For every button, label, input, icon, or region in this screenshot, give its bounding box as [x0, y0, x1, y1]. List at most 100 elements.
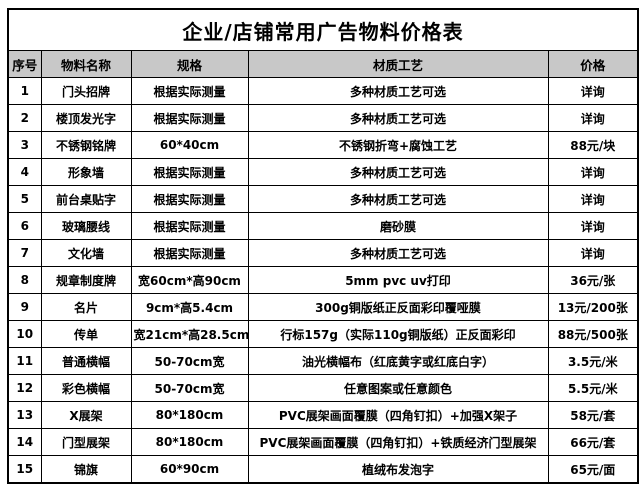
header-spec: 规格 [130, 50, 249, 78]
cell-process: 多种材质工艺可选 [247, 158, 549, 186]
cell-seq: 8 [7, 266, 42, 294]
table-row: 10 传单 宽21cm*高28.5cm 行标157g（实际110g铜版纸）正反面… [7, 320, 639, 348]
cell-process: 磨砂膜 [247, 212, 549, 240]
cell-seq: 3 [7, 131, 42, 159]
cell-process: 多种材质工艺可选 [247, 185, 549, 213]
cell-seq: 2 [7, 104, 42, 132]
cell-seq: 5 [7, 185, 42, 213]
table-row: 5 前台桌贴字 根据实际测量 多种材质工艺可选 详询 [7, 185, 639, 213]
cell-seq: 7 [7, 239, 42, 267]
cell-process: 不锈钢折弯+腐蚀工艺 [247, 131, 549, 159]
cell-price: 36元/张 [547, 266, 639, 294]
cell-spec: 根据实际测量 [130, 185, 249, 213]
cell-name: 文化墙 [40, 239, 132, 267]
cell-price: 详询 [547, 158, 639, 186]
cell-name: 前台桌贴字 [40, 185, 132, 213]
cell-process: 多种材质工艺可选 [247, 77, 549, 105]
cell-process: 行标157g（实际110g铜版纸）正反面彩印 [247, 320, 549, 348]
cell-price: 13元/200张 [547, 293, 639, 321]
table-row: 15 锦旗 60*90cm 植绒布发泡字 65元/面 [7, 455, 639, 484]
cell-seq: 1 [7, 77, 42, 105]
cell-price: 详询 [547, 185, 639, 213]
table-row: 14 门型展架 80*180cm PVC展架画面覆膜（四角钉扣）+铁质经济门型展… [7, 428, 639, 456]
cell-name: X展架 [40, 401, 132, 429]
cell-seq: 11 [7, 347, 42, 375]
cell-process: 多种材质工艺可选 [247, 104, 549, 132]
cell-price: 88元/500张 [547, 320, 639, 348]
cell-price: 65元/面 [547, 455, 639, 484]
cell-seq: 6 [7, 212, 42, 240]
cell-name: 规章制度牌 [40, 266, 132, 294]
cell-process: PVC展架画面覆膜（四角钉扣）+加强X架子 [247, 401, 549, 429]
table-row: 4 形象墙 根据实际测量 多种材质工艺可选 详询 [7, 158, 639, 186]
table-row: 9 名片 9cm*高5.4cm 300g铜版纸正反面彩印覆哑膜 13元/200张 [7, 293, 639, 321]
header-process: 材质工艺 [247, 50, 549, 78]
cell-spec: 80*180cm [130, 401, 249, 429]
cell-process: 5mm pvc uv打印 [247, 266, 549, 294]
cell-price: 88元/块 [547, 131, 639, 159]
cell-seq: 9 [7, 293, 42, 321]
cell-name: 门型展架 [40, 428, 132, 456]
price-table: 企业/店铺常用广告物料价格表 序号 物料名称 规格 材质工艺 价格 1 门头招牌… [7, 8, 640, 484]
cell-process: 多种材质工艺可选 [247, 239, 549, 267]
header-seq: 序号 [7, 50, 42, 78]
cell-spec: 根据实际测量 [130, 158, 249, 186]
cell-spec: 宽60cm*高90cm [130, 266, 249, 294]
cell-seq: 14 [7, 428, 42, 456]
cell-spec: 9cm*高5.4cm [130, 293, 249, 321]
cell-name: 不锈钢铭牌 [40, 131, 132, 159]
cell-process: 300g铜版纸正反面彩印覆哑膜 [247, 293, 549, 321]
table-row: 7 文化墙 根据实际测量 多种材质工艺可选 详询 [7, 239, 639, 267]
cell-name: 楼顶发光字 [40, 104, 132, 132]
cell-name: 传单 [40, 320, 132, 348]
cell-seq: 15 [7, 455, 42, 484]
header-name: 物料名称 [40, 50, 132, 78]
cell-process: PVC展架画面覆膜（四角钉扣）+铁质经济门型展架 [247, 428, 549, 456]
cell-spec: 根据实际测量 [130, 212, 249, 240]
cell-name: 名片 [40, 293, 132, 321]
cell-price: 66元/套 [547, 428, 639, 456]
cell-spec: 60*40cm [130, 131, 249, 159]
cell-name: 锦旗 [40, 455, 132, 484]
cell-price: 详询 [547, 104, 639, 132]
cell-name: 彩色横幅 [40, 374, 132, 402]
cell-spec: 60*90cm [130, 455, 249, 484]
title-row: 企业/店铺常用广告物料价格表 [7, 8, 639, 51]
table-row: 13 X展架 80*180cm PVC展架画面覆膜（四角钉扣）+加强X架子 58… [7, 401, 639, 429]
page-title: 企业/店铺常用广告物料价格表 [7, 8, 639, 51]
cell-process: 植绒布发泡字 [247, 455, 549, 484]
table-row: 6 玻璃腰线 根据实际测量 磨砂膜 详询 [7, 212, 639, 240]
cell-spec: 50-70cm宽 [130, 374, 249, 402]
cell-price: 5.5元/米 [547, 374, 639, 402]
cell-seq: 12 [7, 374, 42, 402]
header-price: 价格 [547, 50, 639, 78]
cell-spec: 宽21cm*高28.5cm [130, 320, 249, 348]
cell-spec: 根据实际测量 [130, 239, 249, 267]
table-row: 1 门头招牌 根据实际测量 多种材质工艺可选 详询 [7, 77, 639, 105]
cell-name: 形象墙 [40, 158, 132, 186]
cell-seq: 4 [7, 158, 42, 186]
cell-spec: 根据实际测量 [130, 77, 249, 105]
cell-price: 详询 [547, 212, 639, 240]
cell-price: 3.5元/米 [547, 347, 639, 375]
cell-process: 油光横幅布（红底黄字或红底白字） [247, 347, 549, 375]
cell-seq: 13 [7, 401, 42, 429]
cell-spec: 50-70cm宽 [130, 347, 249, 375]
cell-name: 玻璃腰线 [40, 212, 132, 240]
cell-name: 普通横幅 [40, 347, 132, 375]
table-row: 2 楼顶发光字 根据实际测量 多种材质工艺可选 详询 [7, 104, 639, 132]
table-row: 8 规章制度牌 宽60cm*高90cm 5mm pvc uv打印 36元/张 [7, 266, 639, 294]
cell-spec: 根据实际测量 [130, 104, 249, 132]
cell-price: 详询 [547, 77, 639, 105]
table-row: 3 不锈钢铭牌 60*40cm 不锈钢折弯+腐蚀工艺 88元/块 [7, 131, 639, 159]
cell-seq: 10 [7, 320, 42, 348]
cell-price: 58元/套 [547, 401, 639, 429]
cell-process: 任意图案或任意颜色 [247, 374, 549, 402]
cell-spec: 80*180cm [130, 428, 249, 456]
table-row: 11 普通横幅 50-70cm宽 油光横幅布（红底黄字或红底白字） 3.5元/米 [7, 347, 639, 375]
cell-name: 门头招牌 [40, 77, 132, 105]
table-header-row: 序号 物料名称 规格 材质工艺 价格 [7, 50, 639, 78]
cell-price: 详询 [547, 239, 639, 267]
table-row: 12 彩色横幅 50-70cm宽 任意图案或任意颜色 5.5元/米 [7, 374, 639, 402]
